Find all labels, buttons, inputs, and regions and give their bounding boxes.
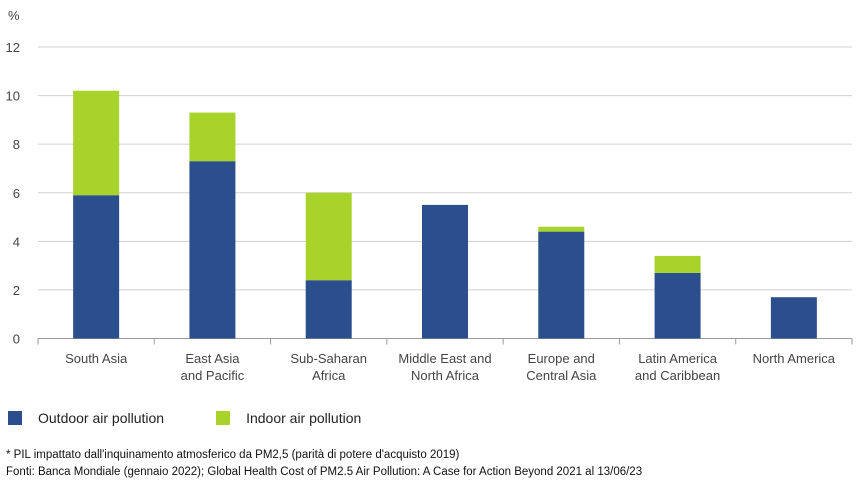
y-tick-label: 6: [13, 186, 20, 201]
bar-indoor: [305, 192, 352, 281]
bar-indoor: [189, 112, 236, 162]
y-tick-label: 10: [6, 89, 20, 104]
bar-outdoor: [538, 231, 585, 339]
bar-indoor: [654, 255, 701, 273]
y-tick-label: 0: [13, 332, 20, 347]
bar-outdoor: [654, 272, 701, 339]
y-axis-unit-label: %: [8, 8, 20, 23]
y-axis-ticks: 0 2 4 6 8 10 12: [6, 40, 20, 347]
x-tick-label: South Asia: [65, 351, 128, 366]
x-tick-label: Europe and Central Asia: [526, 351, 597, 383]
stacked-bar-chart: % 0 2 4 6 8 10 12 South Asia East Asia and Pacif…: [6, 8, 853, 383]
x-tick-label: Sub-Saharan Africa: [290, 351, 367, 383]
x-tick-label: Middle East and North Africa: [398, 351, 491, 383]
legend-label-outdoor: Outdoor air pollution: [38, 410, 165, 426]
legend-item-indoor: Indoor air pollution: [216, 410, 361, 426]
bar-outdoor: [422, 204, 468, 339]
legend-label-indoor: Indoor air pollution: [246, 410, 362, 426]
bar-outdoor: [73, 195, 120, 339]
bar-outdoor: [189, 161, 236, 339]
sources: Fonti: Banca Mondiale (gennaio 2022); Gl…: [6, 466, 643, 478]
y-tick-label: 2: [13, 283, 20, 298]
x-tick-label: Latin America and Caribbean: [635, 351, 720, 383]
legend-swatch-outdoor: [8, 411, 22, 425]
bar-outdoor: [305, 280, 352, 339]
bar-indoor: [538, 226, 585, 232]
legend-item-outdoor: Outdoor air pollution: [8, 410, 164, 426]
x-axis-ticks: South Asia East Asia and Pacific Sub-Sahara…: [65, 351, 836, 383]
bars: [73, 90, 817, 339]
y-tick-label: 4: [13, 234, 20, 249]
bar-indoor: [73, 90, 120, 196]
legend-swatch-indoor: [216, 411, 231, 425]
legend: Outdoor air pollution Indoor air polluti…: [8, 410, 413, 426]
footnote: * PIL impattato dall'inquinamento atmosf…: [6, 449, 460, 461]
bar-outdoor: [770, 297, 817, 339]
y-tick-label: 8: [13, 137, 20, 152]
y-tick-label: 12: [6, 40, 20, 55]
x-tick-label: North America: [753, 351, 836, 366]
chart-notes: * PIL impattato dall'inquinamento atmosf…: [6, 447, 642, 481]
x-tick-label: East Asia and Pacific: [181, 351, 245, 383]
